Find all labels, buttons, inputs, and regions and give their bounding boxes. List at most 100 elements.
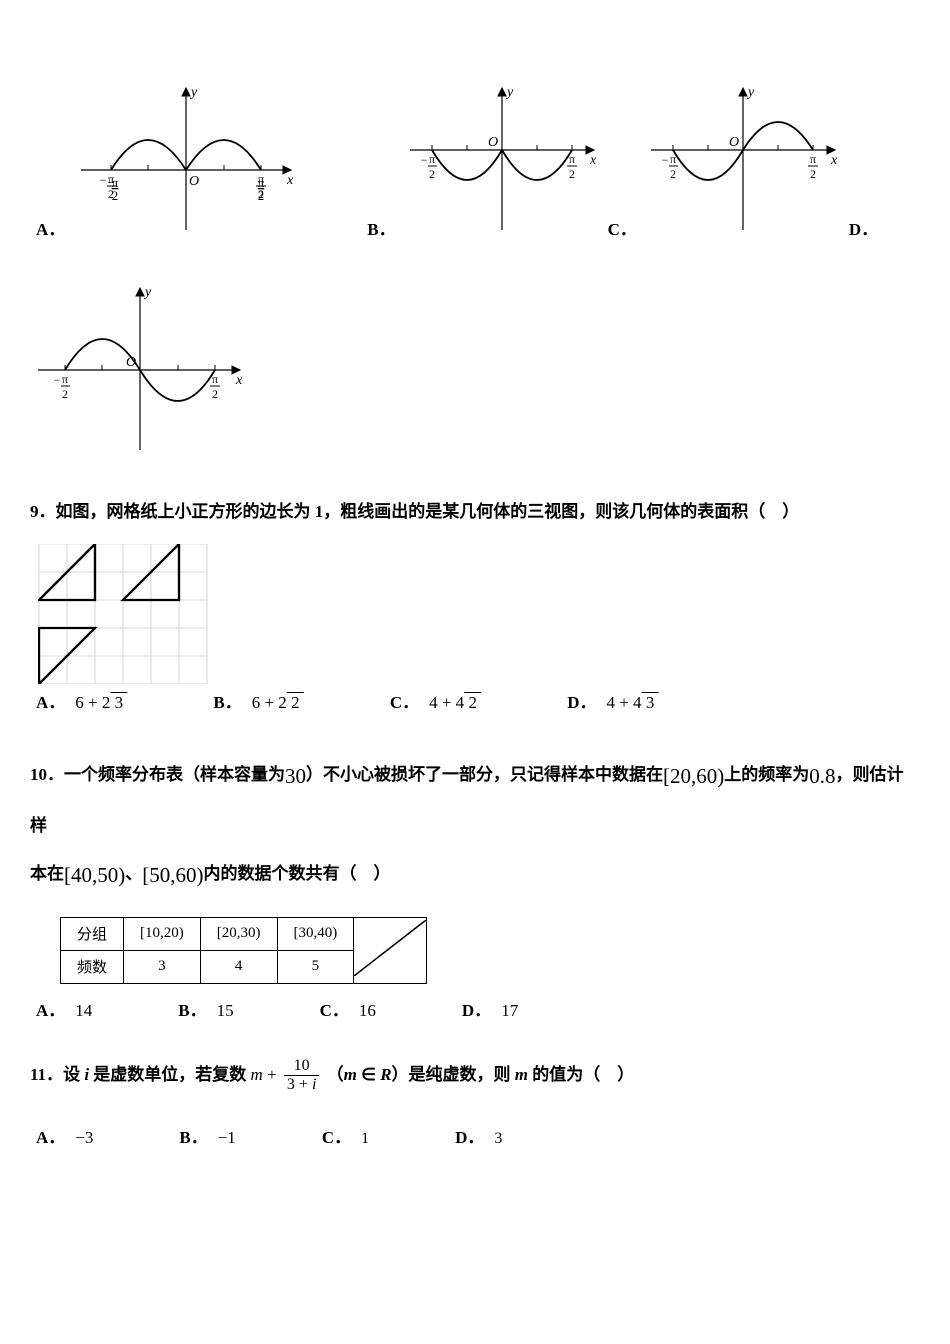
q10-stem: 10．一个频率分布表（样本容量为30）不小心被损坏了一部分，只记得样本中数据在[… (30, 749, 920, 902)
q9-opt-A-val: 6 + 2 3 (75, 693, 127, 713)
svg-text:y: y (189, 85, 198, 100)
q10-options: A．14 B． 15 C． 16 D． 17 (30, 996, 920, 1021)
graph-A-svg: O y x − π 2 π 2 − π2 π2 (71, 80, 301, 240)
val: 3 (494, 1130, 502, 1148)
table-row: 分组 [10,20) [20,30) [30,40) (61, 917, 427, 950)
q11-expr: m (251, 1065, 263, 1084)
q10-t3: 上的频率为 (724, 765, 809, 784)
graph-D-svg: O y x − π2 π2 (30, 280, 250, 460)
val: 17 (501, 1001, 518, 1021)
q11-number: 11． (30, 1065, 63, 1084)
q9-opt-D: D． 4 + 4 3 (561, 688, 658, 713)
q9-opt-B: B． 6 + 2 2 (207, 688, 303, 713)
q10-opt-B: B． 15 (172, 996, 233, 1021)
svg-text:2: 2 (810, 167, 816, 181)
svg-text:π: π (670, 152, 676, 166)
svg-text:2: 2 (62, 387, 68, 401)
val: 1 (361, 1130, 369, 1148)
th-1: [10,20) (124, 917, 201, 950)
q8-options-row-1: A． O y x (30, 80, 920, 240)
q11-t2: （m ∈ R）是纯虚数，则 m 的值为（ ） (327, 1065, 635, 1084)
cell-3: 5 (277, 950, 354, 983)
q9-stem: 9．如图，网格纸上小正方形的边长为 1，粗线画出的是某几何体的三视图，则该几何体… (30, 490, 920, 534)
svg-text:x: x (589, 153, 597, 168)
q11-t1: 设 i 是虚数单位，若复数 (63, 1065, 246, 1084)
q10-opt-A: A．14 (30, 996, 92, 1021)
svg-text:y: y (505, 85, 514, 100)
q10-t1: 一个频率分布表（样本容量为 (64, 765, 285, 784)
svg-text:−: − (100, 173, 107, 187)
th-group: 分组 (61, 917, 124, 950)
cell-2: 4 (200, 950, 277, 983)
q9-opt-C: C． 4 + 4 2 (384, 688, 481, 713)
cell-1: 3 (124, 950, 201, 983)
q9-opt-B-val: 6 + 2 2 (252, 693, 304, 713)
svg-text:π: π (212, 372, 218, 386)
svg-text:π: π (810, 152, 816, 166)
q9-text: 如图，网格纸上小正方形的边长为 1，粗线画出的是某几何体的三视图，则该几何体的表… (56, 502, 800, 521)
q8-opt-B-label: B． (367, 215, 395, 240)
damaged-cell (354, 917, 427, 983)
q8-opt-D-label: D． (849, 215, 878, 240)
q8-graph-A: O y x − π 2 π 2 − π2 π2 (71, 80, 301, 240)
svg-text:y: y (143, 285, 152, 300)
q10-frequency-table: 分组 [10,20) [20,30) [30,40) 频数 3 4 5 (60, 917, 427, 984)
frac-den: 3 + i (284, 1076, 319, 1093)
exam-page: A． O y x (0, 0, 950, 1198)
svg-text:π: π (108, 172, 114, 186)
svg-text:π: π (429, 152, 435, 166)
frac-num: 10 (284, 1058, 319, 1076)
spacer (30, 240, 920, 280)
q9-options: A． 6 + 2 3 B． 6 + 2 2 C． 4 + 4 2 D． 4 + … (30, 688, 920, 713)
svg-text:2: 2 (258, 187, 264, 201)
q11-options: A．−3 B．−1 C．1 D．3 (30, 1123, 920, 1148)
q10-t6: 内的数据个数共有（ ） (204, 864, 391, 883)
q10-number: 10． (30, 765, 64, 784)
svg-text:2: 2 (429, 167, 435, 181)
opt-label: A． (36, 996, 65, 1021)
q8-graph-B: O y x − π2 π2 (402, 80, 602, 240)
q9-opt-C-val: 4 + 4 2 (429, 693, 481, 713)
svg-text:π: π (62, 372, 68, 386)
q10-n: 30 (285, 764, 306, 788)
q10-t2: ）不小心被损坏了一部分，只记得样本中数据在 (306, 765, 663, 784)
graph-B-svg: O y x − π2 π2 (402, 80, 602, 240)
svg-text:O: O (488, 135, 498, 150)
q11-opt-A: A．−3 (30, 1123, 93, 1148)
opt-label: D． (567, 688, 596, 713)
opt-label: B． (178, 996, 206, 1021)
svg-text:2: 2 (108, 187, 114, 201)
plus: + (263, 1065, 281, 1084)
svg-text:π: π (258, 172, 264, 186)
q10-i1: [40,50) (64, 863, 125, 887)
th-2: [20,30) (200, 917, 277, 950)
svg-text:O: O (729, 135, 739, 150)
opt-label: C． (320, 996, 349, 1021)
q11-opt-D: D． 3 (449, 1123, 502, 1148)
q10-opt-C: C． 16 (314, 996, 376, 1021)
opt-label: D． (455, 1123, 484, 1148)
opt-label: D． (462, 996, 491, 1021)
q11-opt-B: B． −1 (173, 1123, 235, 1148)
val: −3 (75, 1128, 93, 1148)
q8-opt-C-label: C． (608, 215, 637, 240)
q8-opt-A-label: A． (36, 215, 65, 240)
q11-fraction: 103 + i (284, 1058, 319, 1093)
svg-text:O: O (189, 174, 199, 189)
svg-text:x: x (286, 173, 294, 188)
val: −1 (218, 1128, 236, 1148)
val: 15 (217, 1001, 234, 1021)
q9-opt-A: A． 6 + 2 3 (30, 688, 127, 713)
val: 16 (359, 1001, 376, 1021)
q8-options-row-2: O y x − π2 π2 (30, 280, 920, 460)
opt-label: B． (179, 1123, 207, 1148)
svg-text:y: y (746, 85, 755, 100)
q8-graph-D: O y x − π2 π2 (30, 280, 250, 460)
q9-opt-D-val: 4 + 4 3 (606, 693, 658, 713)
q10-f: 0.8 (809, 764, 835, 788)
svg-text:−: − (54, 373, 61, 387)
opt-label: C． (390, 688, 419, 713)
q10-int: [20,60) (663, 764, 724, 788)
q9-three-view-grid (38, 544, 208, 684)
q10-i2: [50,60) (142, 863, 203, 887)
